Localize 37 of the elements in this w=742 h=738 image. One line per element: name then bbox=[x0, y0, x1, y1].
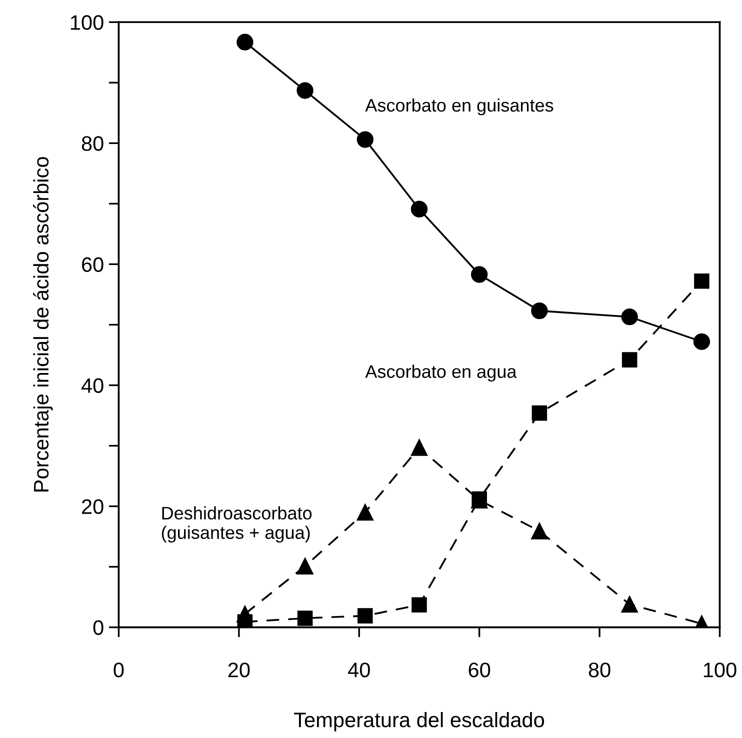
point bbox=[693, 333, 710, 350]
series-label: Deshidroascorbato (guisantes + agua) bbox=[162, 506, 312, 543]
point bbox=[412, 597, 427, 613]
y-tick-label: 20 bbox=[82, 499, 104, 514]
series-label: Ascorbato en agua bbox=[365, 364, 517, 382]
y-tick-label: 100 bbox=[70, 15, 104, 30]
point bbox=[237, 614, 253, 628]
point bbox=[531, 522, 548, 540]
point bbox=[410, 200, 428, 218]
point bbox=[297, 610, 313, 626]
x-tick-label: 20 bbox=[228, 662, 250, 678]
point bbox=[358, 608, 373, 624]
x-tick-label: 60 bbox=[468, 662, 490, 678]
y-tick-label: 80 bbox=[82, 136, 104, 151]
point bbox=[356, 131, 374, 148]
y-tick-label: 40 bbox=[81, 378, 104, 393]
point bbox=[622, 352, 638, 368]
y-tick-label: 0 bbox=[93, 620, 104, 636]
point bbox=[471, 266, 488, 283]
point bbox=[694, 274, 710, 289]
point bbox=[410, 439, 428, 456]
point bbox=[236, 34, 254, 50]
point bbox=[532, 405, 548, 421]
x-tick-label: 0 bbox=[114, 662, 124, 678]
x-tick-label: 100 bbox=[704, 662, 736, 678]
x-axis-title: Temperatura del escaldado bbox=[294, 712, 544, 732]
x-tick-label: 40 bbox=[348, 662, 370, 678]
point bbox=[621, 596, 638, 613]
series-label: Ascorbato en guisantes bbox=[365, 98, 554, 116]
y-tick-label: 60 bbox=[82, 257, 104, 272]
x-tick-label: 80 bbox=[588, 662, 610, 678]
point bbox=[356, 504, 374, 521]
y-axis-title: Porcentaje inicial de ácido ascórbico bbox=[33, 157, 53, 492]
point bbox=[296, 82, 314, 99]
point bbox=[621, 308, 638, 326]
point bbox=[531, 302, 548, 320]
point bbox=[296, 558, 314, 575]
